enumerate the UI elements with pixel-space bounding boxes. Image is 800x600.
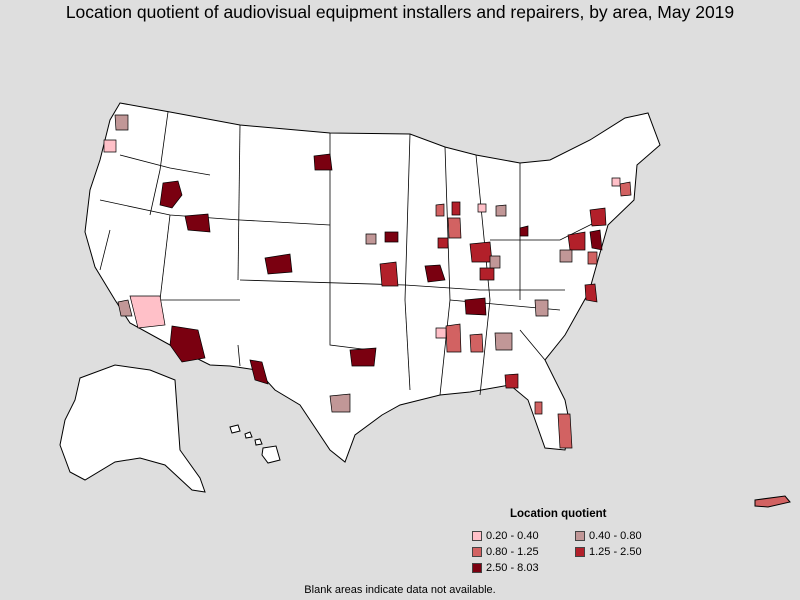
north-carolina-metro (534, 299, 549, 317)
michigan-metro-3 (477, 203, 487, 213)
footnote: Blank areas indicate data not available. (304, 584, 496, 596)
legend-swatch (575, 547, 585, 558)
california-metro-2 (129, 295, 166, 329)
georgia-metro (504, 373, 519, 389)
legend-item: 0.40 - 0.80 (575, 530, 642, 542)
legend-title: Location quotient (510, 508, 607, 520)
california-metro (117, 299, 133, 317)
legend-swatch (472, 563, 482, 574)
legend-label: 0.20 - 0.40 (486, 530, 539, 542)
michigan-metro (451, 201, 461, 216)
indiana-metro (469, 241, 493, 263)
legend-label: 0.80 - 1.25 (486, 546, 539, 558)
tennessee-metro (464, 297, 487, 316)
kentucky-metro (479, 267, 495, 281)
ohio-metro (519, 225, 529, 237)
massachusetts-metro (619, 181, 632, 197)
mississippi-metro-2 (435, 327, 447, 339)
continental-us (84, 102, 661, 463)
idaho-metro (159, 180, 183, 209)
alaska (59, 364, 206, 493)
arizona-metro (169, 325, 206, 363)
wisconsin-metro (435, 203, 445, 217)
legend: Location quotient 0.20 - 0.40 0.40 - 0.8… (470, 508, 670, 578)
wyoming-metro (184, 213, 211, 233)
legend-swatch (575, 531, 585, 542)
metro-areas (103, 114, 632, 449)
georgia-metro-2 (494, 332, 513, 351)
washington-metro (114, 114, 129, 131)
legend-swatch (472, 547, 482, 558)
legend-item: 2.50 - 8.03 (472, 562, 539, 574)
maryland-metro (589, 229, 603, 251)
virginia-metro (584, 283, 598, 303)
legend-item: 1.25 - 2.50 (575, 546, 642, 558)
mississippi-metro (445, 323, 462, 353)
illinois-metro (437, 237, 449, 249)
florida-metro-2 (534, 401, 543, 415)
legend-swatch (472, 531, 482, 542)
legend-label: 2.50 - 8.03 (486, 562, 539, 574)
pennsylvania-metro (567, 231, 586, 251)
texas-metro (349, 347, 377, 367)
michigan-metro-2 (495, 204, 507, 217)
maryland-metro-2 (587, 251, 598, 265)
iowa-metro-2 (365, 233, 377, 245)
florida-metro (557, 413, 573, 449)
colorado-metro (264, 253, 293, 275)
legend-item: 0.20 - 0.40 (472, 530, 539, 542)
legend-label: 0.40 - 0.80 (589, 530, 642, 542)
west-virginia-metro (559, 249, 573, 263)
iowa-metro (384, 231, 399, 243)
ohio-metro-2 (489, 255, 501, 269)
kansas-metro (379, 261, 399, 287)
map-title: Location quotient of audiovisual equipme… (65, 2, 735, 22)
legend-item: 0.80 - 1.25 (472, 546, 539, 558)
oregon-metro (103, 139, 117, 153)
new-mexico-metro (249, 359, 269, 385)
texas-metro-2 (329, 393, 351, 413)
north-dakota-metro (313, 153, 333, 171)
missouri-metro (424, 264, 446, 283)
new-york-metro (611, 177, 621, 187)
illinois-metro-2 (447, 217, 462, 239)
new-jersey-metro (589, 207, 607, 227)
hawaii (229, 424, 281, 464)
puerto-rico (754, 495, 791, 508)
legend-label: 1.25 - 2.50 (589, 546, 642, 558)
alabama-metro (469, 333, 484, 353)
